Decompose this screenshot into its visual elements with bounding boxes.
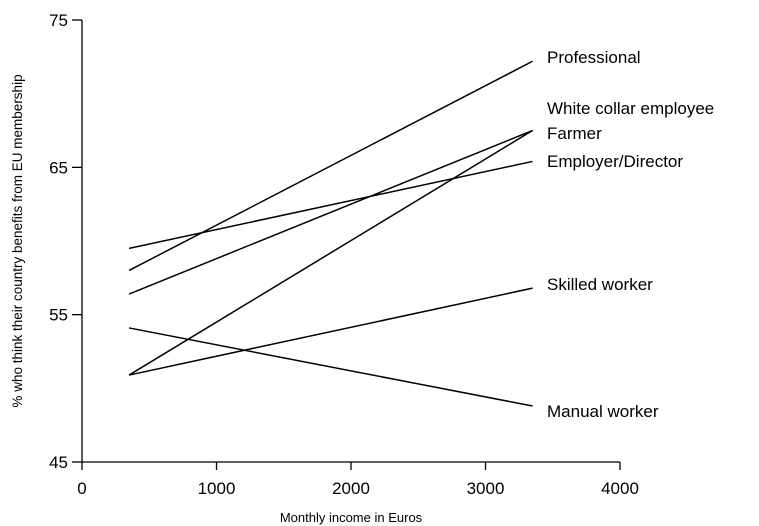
series-line-farmer xyxy=(128,129,533,376)
x-tick-label: 3000 xyxy=(467,479,505,498)
series-line-white-collar-employee xyxy=(128,129,533,295)
series-line-professional xyxy=(128,60,533,272)
series-line-employer-director xyxy=(128,160,533,250)
series-line-skilled-worker xyxy=(128,287,533,376)
series-labels: Professional White collar employee Farmer E… xyxy=(547,48,714,421)
series-label-manual-worker: Manual worker xyxy=(547,402,659,421)
x-tick-label: 1000 xyxy=(198,479,236,498)
series-label-professional: Professional xyxy=(547,48,641,67)
y-axis-title: % who think their country benefits from … xyxy=(10,74,25,407)
y-tick-label: 45 xyxy=(49,453,68,472)
series-label-employer-director: Employer/Director xyxy=(547,152,683,171)
series-line-manual-worker xyxy=(128,327,533,407)
series-label-skilled-worker: Skilled worker xyxy=(547,275,653,294)
y-tick-label: 65 xyxy=(49,158,68,177)
series-label-farmer: Farmer xyxy=(547,124,602,143)
x-axis-title: Monthly income in Euros xyxy=(280,510,423,525)
y-tick-label: 75 xyxy=(49,11,68,30)
x-tick-label: 4000 xyxy=(601,479,639,498)
x-tick-label: 2000 xyxy=(332,479,370,498)
ticks: 45 55 65 75 0 1000 2000 3000 4000 xyxy=(49,11,639,498)
series-group xyxy=(128,60,533,407)
y-tick-label: 55 xyxy=(49,306,68,325)
x-tick-label: 0 xyxy=(77,479,86,498)
series-label-white-collar-employee: White collar employee xyxy=(547,99,714,118)
